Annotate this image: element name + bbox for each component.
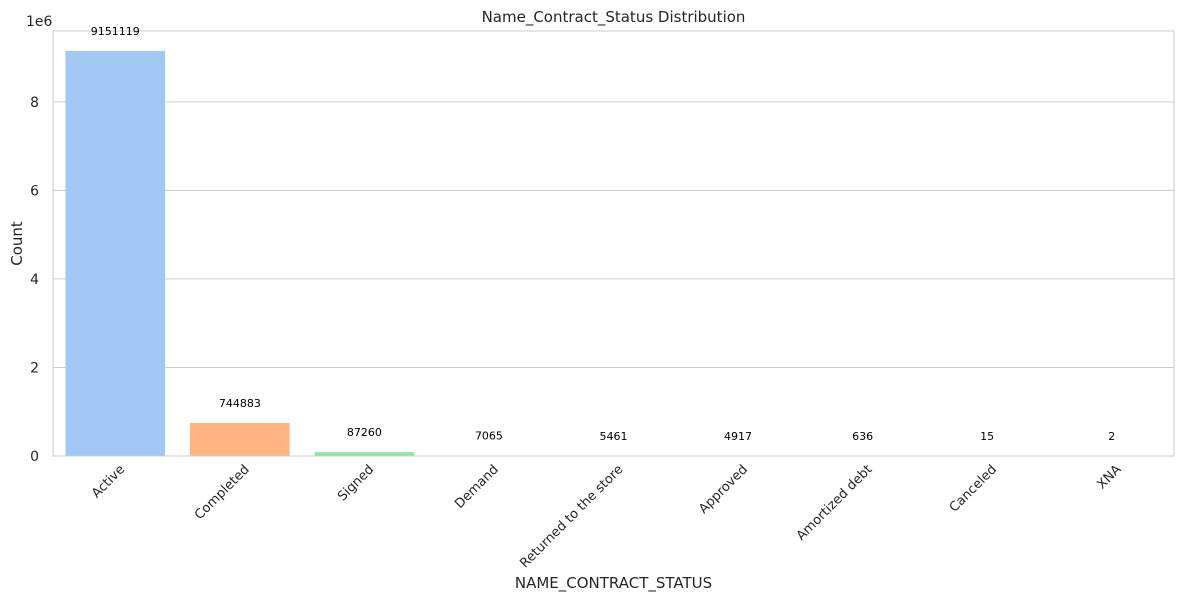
data-labels: 9151119 744883 87260 7065 5461 4917 636 15 2: [91, 25, 1115, 443]
bar-completed: [190, 423, 290, 456]
x-tick-label: Completed: [192, 462, 253, 523]
y-tick-label: 8: [30, 95, 39, 111]
y-axis-label: Count: [8, 221, 26, 266]
y-tick-label: 4: [30, 272, 39, 288]
data-label: 2: [1108, 430, 1115, 443]
x-tick-label: Returned to the store: [517, 462, 626, 571]
data-label: 9151119: [91, 25, 140, 38]
y-tick-label: 2: [30, 360, 39, 376]
y-tick-label: 0: [30, 449, 39, 465]
x-tick-label: Active: [89, 462, 128, 501]
x-tick-label: Amortized debt: [794, 462, 876, 544]
data-label: 744883: [219, 397, 261, 410]
data-label: 636: [852, 430, 873, 443]
x-tick-label: Signed: [335, 462, 377, 504]
data-label: 15: [980, 430, 994, 443]
y-axis-offset-label: 1e6: [26, 14, 53, 30]
x-tick-label: Demand: [452, 462, 502, 512]
data-label: 7065: [475, 430, 503, 443]
bar-signed: [314, 452, 415, 456]
data-label: 87260: [347, 426, 382, 439]
y-tick-labels: 0 2 4 6 8: [30, 95, 39, 465]
data-label: 5461: [600, 430, 628, 443]
plot-frame: [52, 30, 1175, 457]
x-tick-label: XNA: [1094, 462, 1124, 492]
bars: [65, 50, 1162, 456]
x-axis-label: NAME_CONTRACT_STATUS: [515, 574, 712, 593]
x-tick-labels: Active Completed Signed Demand Returned to t…: [89, 462, 1125, 571]
data-label: 4917: [724, 430, 752, 443]
x-tick-label: Canceled: [947, 462, 1000, 515]
chart-title: Name_Contract_Status Distribution: [482, 8, 746, 27]
x-tick-label: Approved: [696, 462, 751, 517]
y-tick-label: 6: [30, 183, 39, 199]
bar-active: [65, 50, 166, 456]
